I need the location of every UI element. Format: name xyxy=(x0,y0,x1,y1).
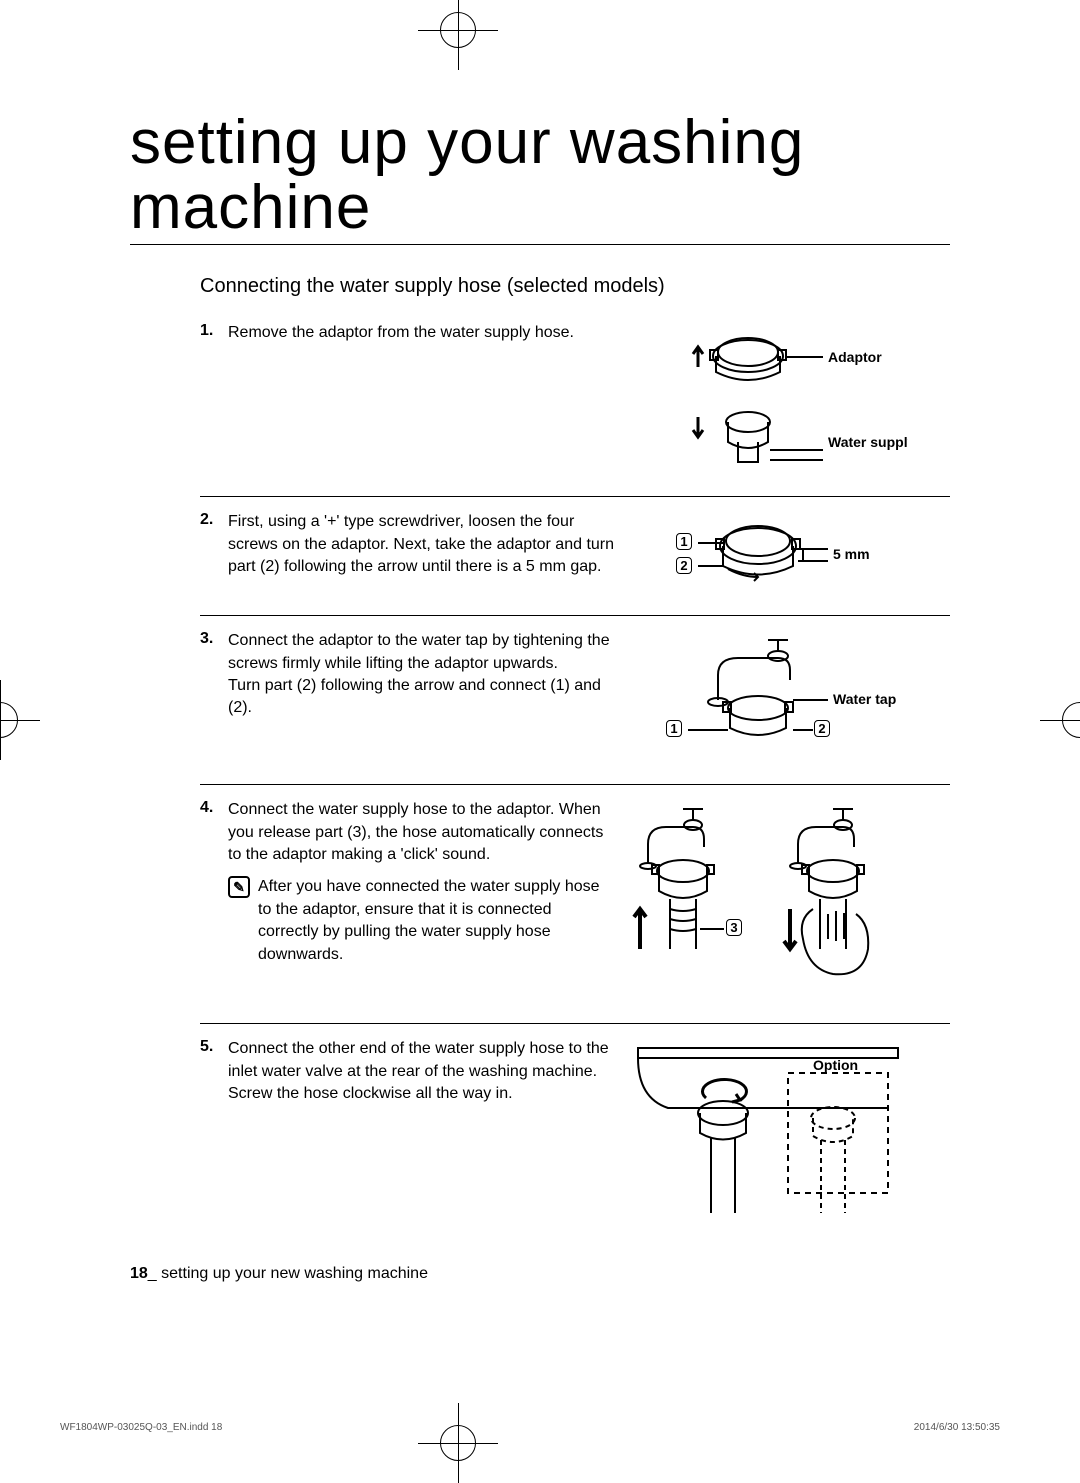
registration-mark xyxy=(1040,680,1080,760)
section-subheading: Connecting the water supply hose (select… xyxy=(200,275,950,298)
callout-2: 2 xyxy=(676,557,692,574)
step-3: 3. Connect the adaptor to the water tap … xyxy=(200,616,950,785)
step-figure: 3 xyxy=(628,799,908,1009)
step-text: Connect the water supply hose to the ada… xyxy=(228,799,628,1009)
note-icon: ✎ xyxy=(228,876,250,898)
step-5: 5. Connect the other end of the water su… xyxy=(200,1024,950,1242)
print-meta-date: 2014/6/30 13:50:35 xyxy=(914,1422,1000,1433)
print-meta-file: WF1804WP-03025Q-03_EN.indd 18 xyxy=(60,1422,222,1433)
step-figure: Adaptor Water supply hose xyxy=(628,322,908,482)
callout-1: 1 xyxy=(676,533,692,550)
page-title: setting up your washing machine xyxy=(130,110,950,245)
step-number: 3. xyxy=(200,630,228,770)
step-figure: 1 2 5 mm xyxy=(628,511,908,601)
step-number: 2. xyxy=(200,511,228,601)
footer-text: setting up your new washing machine xyxy=(157,1265,428,1282)
note-text: After you have connected the water suppl… xyxy=(258,876,616,966)
label-adaptor: Adaptor xyxy=(828,349,882,365)
step-number: 4. xyxy=(200,799,228,1009)
step-4-body: Connect the water supply hose to the ada… xyxy=(228,801,603,863)
step-2: 2. First, using a '+' type screwdriver, … xyxy=(200,497,950,616)
note-row: ✎ After you have connected the water sup… xyxy=(228,876,616,966)
step-figure: 1 2 Water tap xyxy=(628,630,908,770)
registration-mark xyxy=(418,1403,498,1483)
footer-sep: _ xyxy=(148,1265,157,1282)
page-number: 18 xyxy=(130,1265,148,1282)
registration-mark xyxy=(0,680,40,760)
step-number: 5. xyxy=(200,1038,228,1228)
label-option: Option xyxy=(813,1057,858,1073)
step-text: First, using a '+' type screwdriver, loo… xyxy=(228,511,628,601)
registration-mark xyxy=(418,0,498,70)
step-text: Remove the adaptor from the water supply… xyxy=(228,322,628,482)
step-number: 1. xyxy=(200,322,228,482)
step-text: Connect the adaptor to the water tap by … xyxy=(228,630,628,770)
step-text: Connect the other end of the water suppl… xyxy=(228,1038,628,1228)
step-figure: Option xyxy=(628,1038,908,1228)
callout-1: 1 xyxy=(666,720,682,737)
step-1: 1. Remove the adaptor from the water sup… xyxy=(200,308,950,497)
label-hose-1: Water supply hose xyxy=(828,434,908,450)
label-tap: Water tap xyxy=(833,691,896,707)
page-footer: 18_ setting up your new washing machine xyxy=(130,1265,428,1283)
callout-3: 3 xyxy=(726,919,742,936)
step-4: 4. Connect the water supply hose to the … xyxy=(200,785,950,1024)
content-block: Connecting the water supply hose (select… xyxy=(200,275,950,1242)
callout-2: 2 xyxy=(814,720,830,737)
label-gap: 5 mm xyxy=(833,546,870,562)
page-content: setting up your washing machine Connecti… xyxy=(130,110,950,1242)
